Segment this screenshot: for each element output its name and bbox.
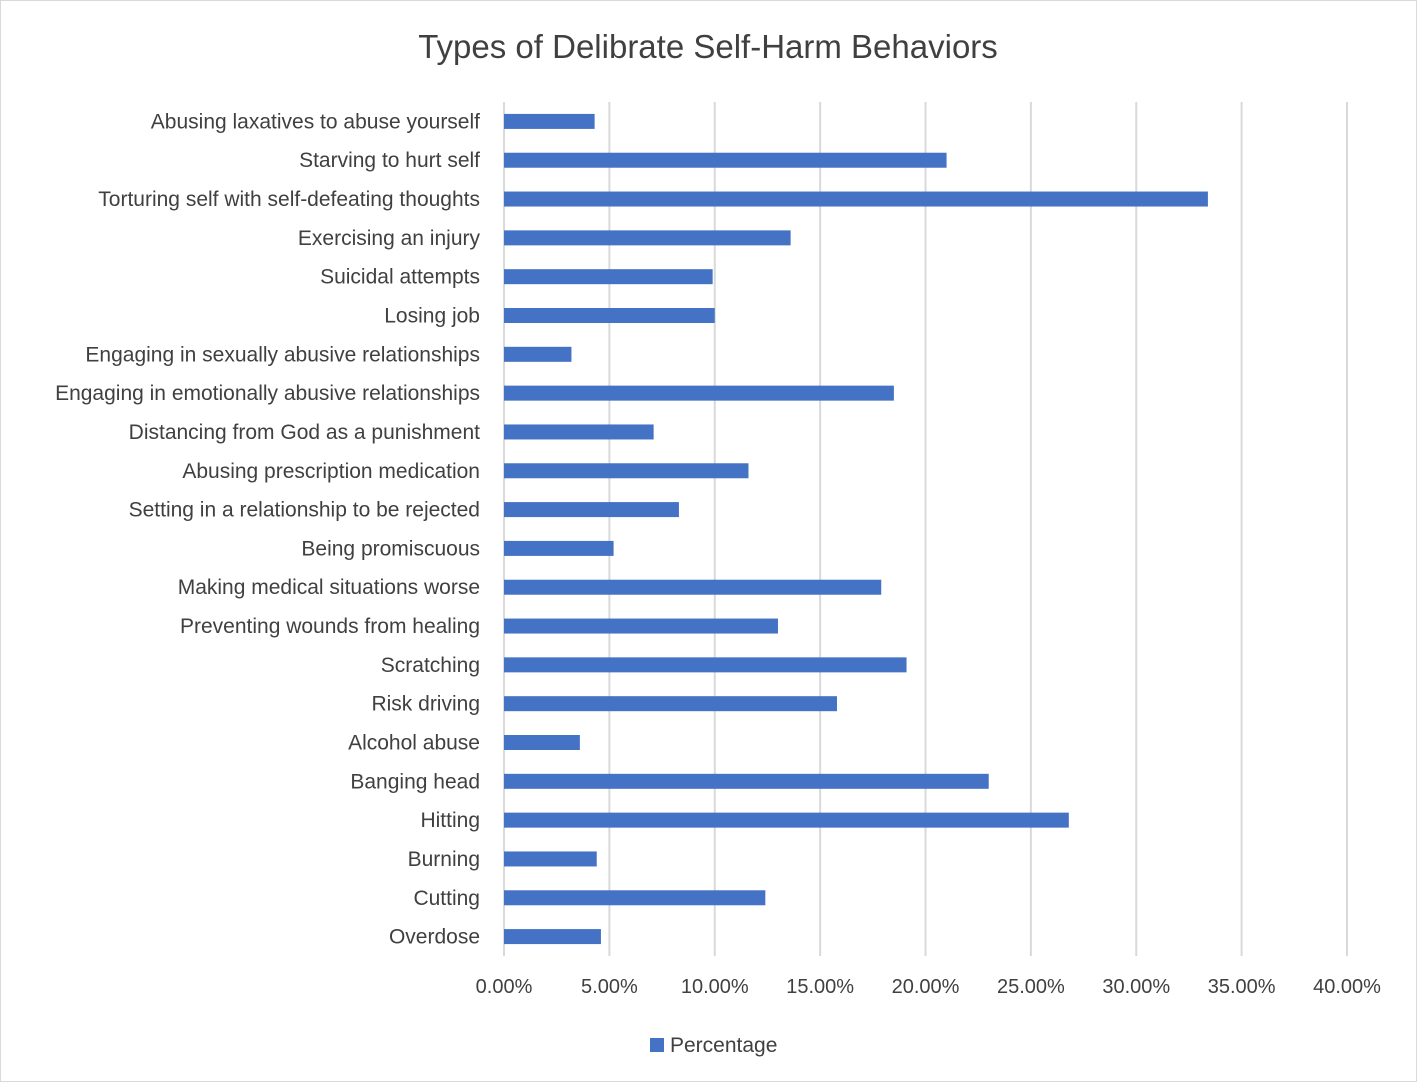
bar (504, 773, 989, 789)
x-tick-label: 5.00% (581, 976, 638, 998)
category-label: Distancing from God as a punishment (129, 421, 481, 444)
legend-swatch (650, 1038, 664, 1052)
bar (504, 230, 791, 246)
bar (504, 540, 614, 556)
bars (504, 113, 1208, 945)
bar (504, 735, 580, 750)
category-label: Banging head (350, 770, 480, 793)
bar (504, 113, 595, 129)
bar (504, 502, 679, 518)
x-tick-label: 0.00% (476, 976, 533, 998)
category-label: Preventing wounds from healing (180, 615, 480, 638)
category-label: Engaging in sexually abusive relationshi… (85, 343, 480, 366)
bar (504, 929, 601, 945)
category-labels: Abusing laxatives to abuse yourself Starv… (55, 110, 480, 948)
category-label: Being promiscuous (301, 537, 480, 560)
gridlines (503, 102, 1348, 956)
category-label: Exercising an injury (298, 227, 481, 250)
bar (504, 385, 894, 401)
x-tick-label: 25.00% (997, 976, 1065, 998)
bar (504, 890, 766, 906)
legend: Percentage (650, 1034, 777, 1057)
category-label: Abusing prescription medication (182, 460, 480, 483)
category-label: Cutting (413, 887, 480, 910)
category-label: Making medical situations worse (178, 576, 480, 599)
bar (504, 346, 572, 362)
bar (504, 618, 778, 634)
category-label: Abusing laxatives to abuse yourself (151, 110, 480, 133)
bar (504, 191, 1208, 207)
category-label: Alcohol abuse (348, 732, 480, 755)
category-label: Losing job (384, 305, 480, 328)
bar (504, 269, 713, 285)
bar (504, 308, 715, 323)
category-label: Setting in a relationship to be rejected (129, 499, 480, 522)
category-label: Starving to hurt self (299, 149, 480, 172)
x-tick-label: 30.00% (1102, 976, 1170, 998)
bar (504, 152, 947, 168)
bar (504, 579, 882, 595)
bar (504, 424, 654, 440)
bar (504, 812, 1069, 828)
category-label: Scratching (381, 654, 480, 677)
category-label: Engaging in emotionally abusive relation… (55, 382, 480, 405)
x-tick-label: 10.00% (681, 976, 749, 998)
legend-label: Percentage (670, 1034, 777, 1057)
x-tick-label: 20.00% (892, 976, 960, 998)
x-tick-label: 40.00% (1313, 976, 1381, 998)
bar (504, 696, 837, 712)
category-label: Suicidal attempts (320, 266, 480, 289)
chart-title: Types of Delibrate Self-Harm Behaviors (418, 28, 998, 65)
category-label: Hitting (420, 809, 480, 832)
bar (504, 851, 597, 867)
category-label: Risk driving (371, 693, 480, 716)
category-label: Torturing self with self-defeating thoug… (98, 188, 480, 211)
category-label: Overdose (389, 926, 480, 949)
x-tick-labels: 0.00% 5.00% 10.00% 15.00% 20.00% 25.00% 30.00%… (476, 976, 1381, 998)
x-tick-label: 15.00% (786, 976, 854, 998)
category-label: Burning (408, 848, 480, 871)
bar (504, 657, 907, 673)
x-tick-label: 35.00% (1208, 976, 1276, 998)
bar (504, 463, 749, 479)
